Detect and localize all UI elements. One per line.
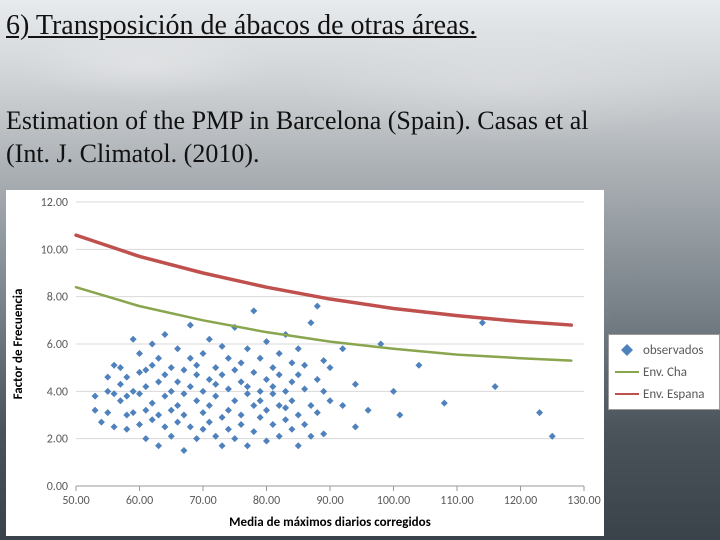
legend-line-icon [615, 393, 639, 395]
subtext-line-1: Estimation of the PMP in Barcelona (Spai… [6, 106, 589, 135]
legend-marker-icon [615, 344, 639, 356]
svg-text:80.00: 80.00 [253, 494, 280, 508]
chart-legend: observados Env. Cha Env. Espana [608, 334, 720, 410]
chart-container: 0.00 2.00 4.00 6.00 8.00 10.00 12.00 50.00 60.00… [6, 190, 604, 536]
svg-text:60.00: 60.00 [126, 494, 153, 508]
subtext-line-2: (Int. J. Climatol. (2010). [6, 139, 259, 168]
legend-label: observados [643, 343, 704, 358]
slide-subtext: Estimation of the PMP in Barcelona (Spai… [6, 104, 720, 171]
svg-text:130.00: 130.00 [567, 494, 600, 508]
legend-line-icon [615, 371, 639, 373]
svg-text:0.00: 0.00 [47, 480, 68, 494]
slide-heading: 6) Transposición de ábacos de otras área… [6, 10, 476, 42]
svg-text:90.00: 90.00 [316, 494, 343, 508]
svg-text:12.00: 12.00 [41, 196, 68, 210]
legend-label: Env. Cha [643, 365, 687, 380]
svg-text:110.00: 110.00 [440, 494, 473, 508]
chart-svg: 0.00 2.00 4.00 6.00 8.00 10.00 12.00 50.00 60.00… [6, 190, 604, 536]
svg-text:10.00: 10.00 [41, 243, 68, 257]
svg-text:50.00: 50.00 [62, 494, 89, 508]
svg-text:100.00: 100.00 [377, 494, 410, 508]
legend-item: Env. Espana [615, 383, 713, 405]
svg-text:70.00: 70.00 [189, 494, 216, 508]
svg-text:Media de máximos diarios corre: Media de máximos diarios corregidos [229, 515, 431, 530]
legend-item: Env. Cha [615, 361, 713, 383]
svg-text:120.00: 120.00 [504, 494, 537, 508]
legend-item: observados [615, 339, 713, 361]
svg-text:2.00: 2.00 [47, 433, 68, 447]
svg-text:6.00: 6.00 [47, 338, 68, 352]
svg-text:4.00: 4.00 [47, 385, 68, 399]
svg-text:Factor de Frecuencia: Factor de Frecuencia [11, 289, 26, 400]
legend-label: Env. Espana [643, 387, 705, 402]
svg-text:8.00: 8.00 [47, 291, 68, 305]
